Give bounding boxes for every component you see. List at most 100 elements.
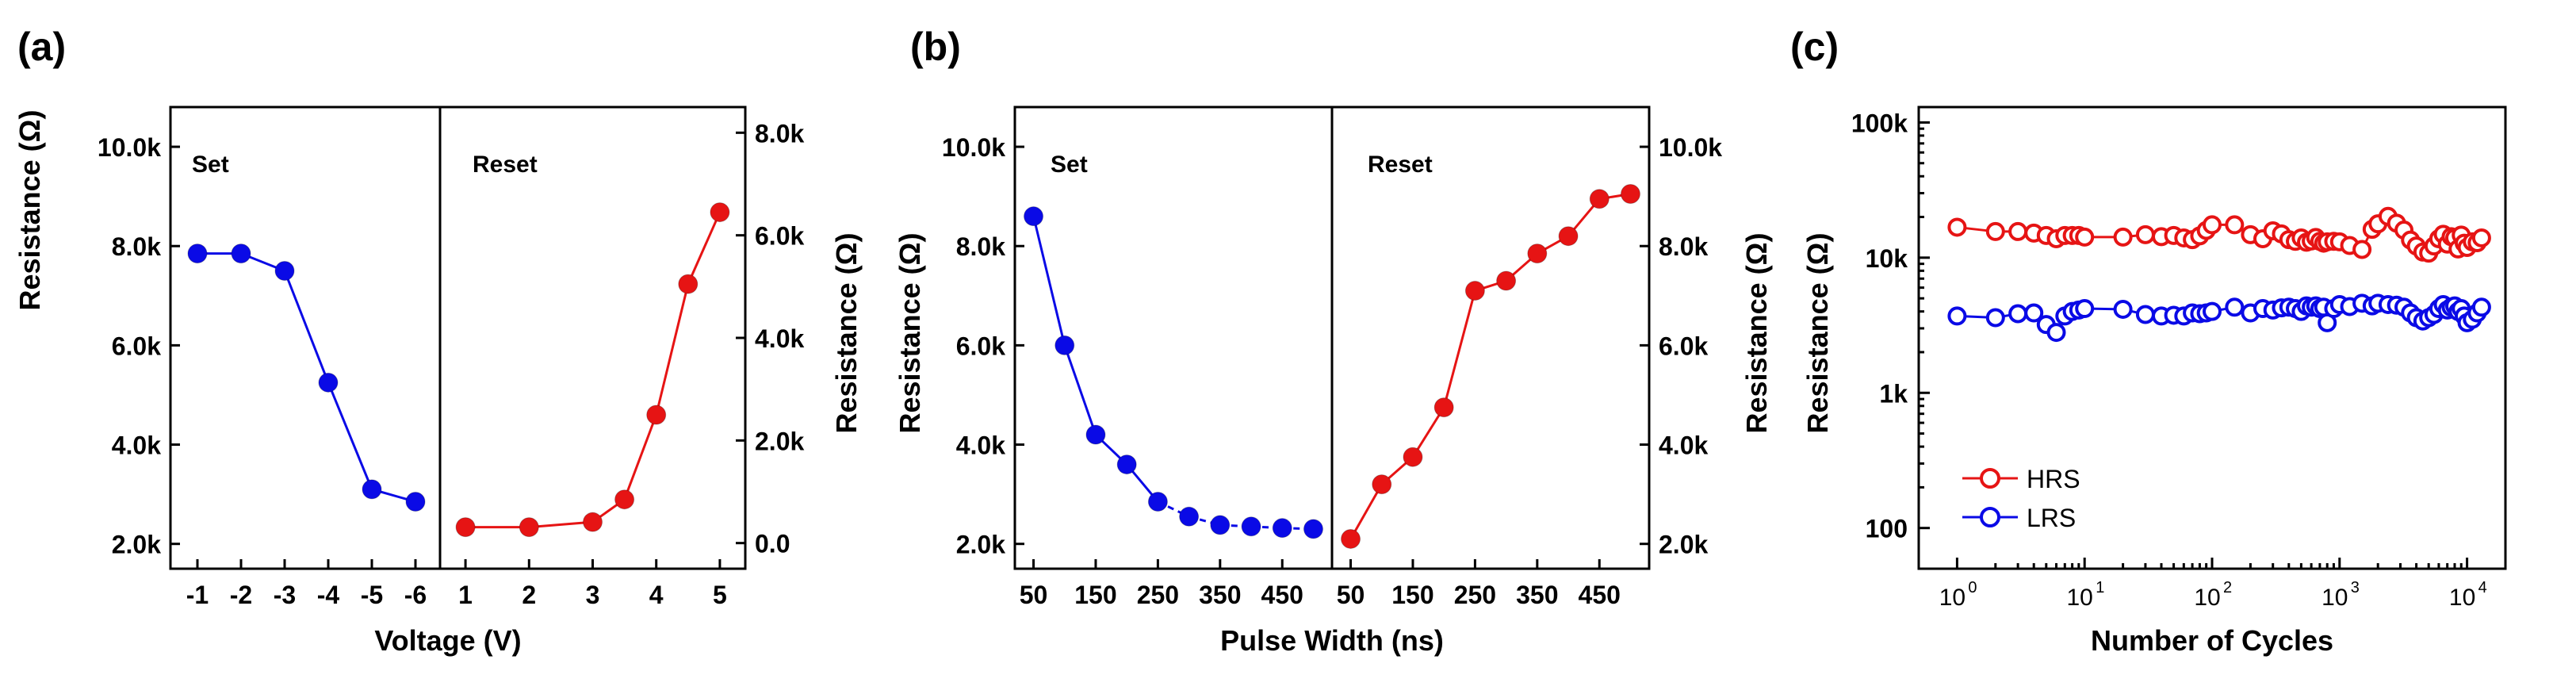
panel-a-right-ylabel: Resistance (Ω) bbox=[830, 233, 863, 434]
b-left-ytick-label: 4.0k bbox=[956, 431, 1005, 460]
c-hrs-point bbox=[2135, 224, 2155, 244]
b-reset-segment bbox=[1349, 483, 1384, 540]
c-xtick-exponent: 2 bbox=[2223, 579, 2232, 596]
c-hrs-point bbox=[1985, 221, 2005, 241]
a-right-xtick-label: 4 bbox=[649, 581, 664, 609]
b-reset-point bbox=[1433, 397, 1454, 418]
c-lrs-point bbox=[2225, 297, 2245, 317]
b-left-ytick-label: 6.0k bbox=[956, 332, 1005, 360]
c-lrs-point bbox=[2008, 304, 2028, 324]
c-ytick-label: 100k bbox=[1851, 109, 1908, 137]
b-set-segment bbox=[1063, 344, 1097, 435]
a-left-ytick-label: 6.0k bbox=[112, 332, 161, 360]
b-left-xtick-label: 450 bbox=[1261, 581, 1303, 609]
c-xtick-label: 10 bbox=[2194, 585, 2220, 611]
a-reset-segment bbox=[529, 520, 593, 529]
panel-c-legend: HRS LRS bbox=[1962, 465, 2080, 532]
panel-b-xlabel: Pulse Width (ns) bbox=[1220, 624, 1444, 657]
b-reset-point bbox=[1558, 226, 1579, 247]
b-set-point bbox=[1272, 518, 1292, 539]
b-set-point bbox=[1147, 492, 1168, 512]
b-set-point bbox=[1210, 515, 1231, 535]
a-right-xtick-label: 2 bbox=[522, 581, 536, 609]
b-right-xtick-label: 50 bbox=[1337, 581, 1365, 609]
c-xtick-exponent: 3 bbox=[2351, 579, 2360, 596]
c-lrs-point bbox=[1985, 308, 2005, 328]
a-reset-point bbox=[678, 274, 699, 294]
a-left-ytick-label: 4.0k bbox=[112, 431, 161, 460]
b-reset-point bbox=[1341, 528, 1361, 549]
panel-c-label: (c) bbox=[1790, 25, 1839, 69]
panel-c-frame bbox=[1917, 105, 2507, 570]
a-right-ytick-label: 0.0 bbox=[755, 530, 790, 558]
b-left-ytick-label: 10.0k bbox=[942, 133, 1005, 162]
a-reset-segment bbox=[623, 414, 658, 500]
panel-c-xlabel: Number of Cycles bbox=[2091, 624, 2333, 657]
c-lrs-point bbox=[2075, 299, 2095, 319]
b-set-point bbox=[1116, 454, 1137, 475]
a-reset-segment bbox=[687, 211, 722, 285]
b-reset-segment bbox=[1411, 406, 1445, 458]
b-set-point bbox=[1179, 506, 1200, 527]
b-right-ytick-label: 10.0k bbox=[1659, 133, 1722, 162]
panel-a-set-label: Set bbox=[192, 151, 229, 178]
a-left-xtick-label: -1 bbox=[186, 581, 209, 609]
a-right-xtick-label: 5 bbox=[713, 581, 727, 609]
a-set-point bbox=[231, 244, 251, 264]
b-right-xtick-label: 450 bbox=[1579, 581, 1621, 609]
legend-lrs-marker bbox=[1980, 507, 2000, 527]
c-hrs-point bbox=[2471, 228, 2491, 247]
a-set-point bbox=[362, 479, 382, 500]
a-left-xtick-label: -3 bbox=[274, 581, 296, 609]
b-reset-segment bbox=[1442, 290, 1476, 408]
c-xtick-label: 10 bbox=[2449, 585, 2475, 611]
b-right-xtick-label: 350 bbox=[1516, 581, 1558, 609]
panel-b-reset-label: Reset bbox=[1368, 151, 1433, 178]
b-left-ytick-label: 8.0k bbox=[956, 232, 1005, 261]
c-hrs-point bbox=[2352, 240, 2372, 259]
panel-c-ylabel: Resistance (Ω) bbox=[1801, 233, 1834, 434]
a-reset-segment bbox=[655, 283, 690, 416]
b-right-ytick-label: 8.0k bbox=[1659, 232, 1708, 261]
c-hrs-point bbox=[2203, 215, 2222, 235]
panel-b-left-ylabel: Resistance (Ω) bbox=[894, 233, 926, 434]
b-left-xtick-label: 150 bbox=[1074, 581, 1116, 609]
a-left-xtick-label: -6 bbox=[404, 581, 427, 609]
c-lrs-point bbox=[2471, 297, 2491, 317]
c-lrs-point bbox=[1947, 306, 1967, 326]
c-xtick-exponent: 1 bbox=[2096, 579, 2104, 596]
c-xtick-label: 10 bbox=[1939, 585, 1965, 611]
legend-hrs-label: HRS bbox=[2027, 465, 2080, 493]
b-right-ytick-label: 6.0k bbox=[1659, 332, 1708, 360]
a-reset-point bbox=[646, 405, 667, 425]
a-left-ytick-label: 2.0k bbox=[112, 531, 161, 559]
b-right-xtick-label: 150 bbox=[1391, 581, 1433, 609]
legend-hrs-marker bbox=[1980, 468, 2000, 489]
a-right-xtick-label: 1 bbox=[458, 581, 473, 609]
c-xtick-label: 10 bbox=[2321, 585, 2348, 611]
c-xtick-label: 10 bbox=[2067, 585, 2093, 611]
panel-a-xlabel: Voltage (V) bbox=[374, 624, 521, 657]
panel-a-left-ylabel: Resistance (Ω) bbox=[13, 110, 46, 311]
c-xtick-exponent: 4 bbox=[2478, 579, 2487, 596]
c-xtick-exponent: 0 bbox=[1968, 579, 1977, 596]
c-ytick-label: 1k bbox=[1879, 379, 1908, 408]
a-left-xtick-label: -5 bbox=[361, 581, 383, 609]
a-reset-point bbox=[583, 512, 603, 532]
b-reset-point bbox=[1372, 474, 1392, 495]
panel-b-right-ylabel: Resistance (Ω) bbox=[1740, 233, 1773, 434]
b-right-xtick-label: 250 bbox=[1454, 581, 1496, 609]
b-left-xtick-label: 250 bbox=[1137, 581, 1179, 609]
a-reset-point bbox=[455, 517, 476, 538]
a-right-xtick-label: 3 bbox=[586, 581, 600, 609]
b-reset-point bbox=[1496, 270, 1517, 291]
b-right-ytick-label: 2.0k bbox=[1659, 531, 1708, 559]
b-set-point bbox=[1024, 206, 1044, 227]
a-set-point bbox=[318, 372, 339, 393]
panel-a-reset-label: Reset bbox=[473, 151, 538, 178]
b-reset-point bbox=[1620, 184, 1640, 205]
c-hrs-point bbox=[2075, 227, 2095, 247]
a-reset-point bbox=[614, 489, 635, 510]
a-right-ytick-label: 6.0k bbox=[755, 222, 804, 251]
a-set-point bbox=[187, 244, 208, 264]
